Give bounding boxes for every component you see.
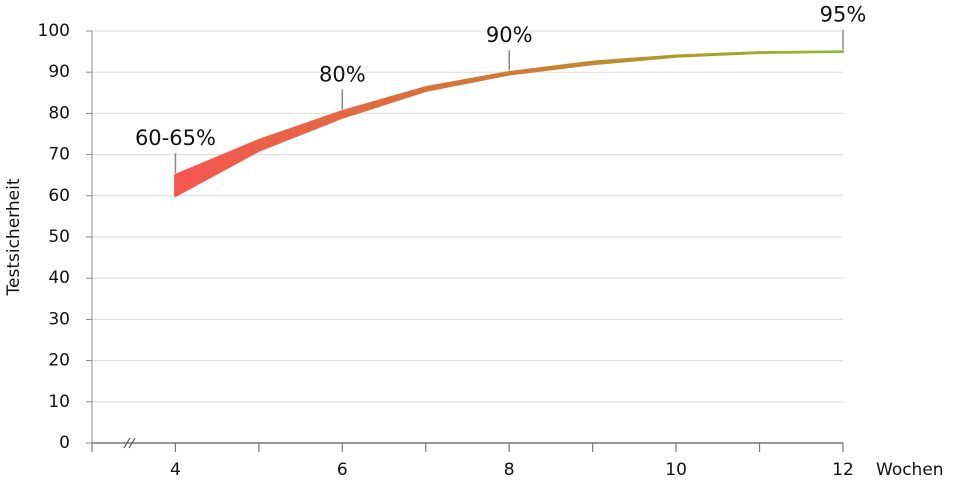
y-axis-label: Testsicherheit: [4, 178, 24, 296]
x-tick-label: 6: [337, 460, 348, 480]
axis-break: [123, 437, 136, 449]
annotation: 90%: [486, 23, 533, 47]
y-tick-label: 90: [48, 62, 70, 82]
y-tick-label: 70: [48, 145, 70, 165]
annotation: 80%: [319, 62, 366, 86]
y-tick-label: 50: [48, 227, 70, 247]
x-axis-label: Wochen: [876, 460, 944, 480]
y-tick-label: 20: [48, 351, 70, 371]
band-area: [174, 50, 845, 198]
y-tick-label: 80: [48, 103, 70, 123]
y-tick-label: 100: [38, 21, 70, 41]
x-tick-label: 4: [170, 460, 181, 480]
y-tick-label: 40: [48, 268, 70, 288]
y-tick-label: 0: [59, 433, 70, 453]
x-tick-label: 10: [665, 460, 687, 480]
annotation: 95%: [820, 3, 867, 27]
y-tick-label: 30: [48, 309, 70, 329]
y-tick-label: 10: [48, 392, 70, 412]
annotation: 60-65%: [135, 126, 216, 150]
x-tick-label: 12: [832, 460, 854, 480]
x-tick-label: 8: [504, 460, 515, 480]
y-tick-label: 60: [48, 186, 70, 206]
